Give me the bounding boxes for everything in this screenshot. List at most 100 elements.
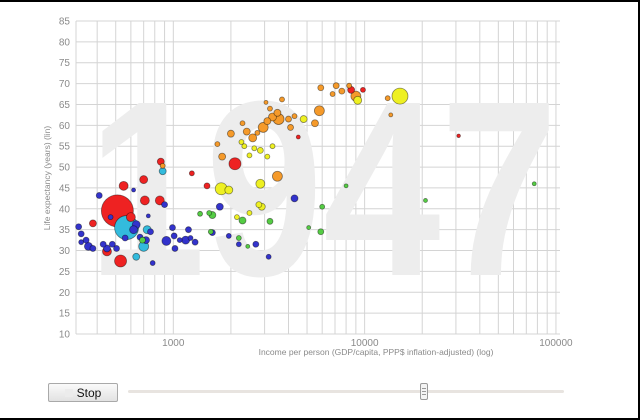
country-bubble[interactable] (384, 95, 391, 102)
country-bubble[interactable] (161, 201, 168, 209)
country-bubble[interactable] (346, 82, 353, 89)
country-bubble[interactable] (287, 124, 294, 131)
country-bubble[interactable] (89, 245, 97, 252)
country-bubble[interactable] (256, 146, 264, 154)
country-bubble[interactable] (295, 134, 301, 140)
country-bubble[interactable] (188, 170, 195, 177)
country-bubble[interactable] (332, 82, 340, 90)
country-bubble[interactable] (185, 226, 192, 234)
country-bubble[interactable] (103, 244, 111, 253)
country-bubble[interactable] (291, 113, 298, 120)
country-bubble[interactable] (176, 237, 183, 244)
country-bubble[interactable] (203, 182, 211, 190)
country-bubble[interactable] (255, 201, 263, 209)
country-bubble[interactable] (235, 235, 242, 241)
country-bubble[interactable] (161, 236, 172, 246)
country-bubble[interactable] (139, 236, 146, 244)
country-bubble[interactable] (214, 141, 221, 148)
country-bubble[interactable] (266, 217, 274, 225)
country-bubble[interactable] (338, 87, 346, 95)
country-bubble[interactable] (107, 214, 114, 221)
country-bubble[interactable] (329, 91, 336, 97)
stop-button[interactable]: Stop (48, 383, 118, 402)
country-bubble[interactable] (154, 195, 165, 206)
country-bubble[interactable] (113, 245, 120, 252)
country-bubble[interactable] (343, 183, 349, 189)
country-bubble[interactable] (82, 236, 90, 244)
country-bubble[interactable] (317, 84, 325, 92)
country-bubble[interactable] (239, 120, 246, 127)
country-bubble[interactable] (95, 192, 103, 199)
country-bubble[interactable] (267, 105, 273, 112)
country-bubble[interactable] (99, 240, 107, 248)
country-bubble[interactable] (456, 133, 461, 138)
country-bubble[interactable] (248, 133, 258, 143)
country-bubble[interactable] (299, 115, 308, 123)
country-bubble[interactable] (269, 143, 276, 150)
country-bubble[interactable] (132, 252, 141, 261)
country-bubble[interactable] (225, 233, 232, 239)
country-bubble[interactable] (241, 143, 248, 150)
country-bubble[interactable] (252, 240, 260, 248)
country-bubble[interactable] (218, 152, 227, 161)
country-bubble[interactable] (215, 202, 224, 211)
country-bubble[interactable] (263, 117, 272, 126)
country-bubble[interactable] (149, 260, 156, 266)
country-bubble[interactable] (77, 230, 85, 238)
country-bubble[interactable] (235, 241, 242, 248)
country-bubble[interactable] (257, 122, 269, 133)
country-bubble[interactable] (246, 152, 253, 159)
country-bubble[interactable] (78, 239, 85, 246)
country-bubble[interactable] (254, 129, 261, 136)
country-bubble[interactable] (263, 99, 269, 105)
country-bubble[interactable] (265, 253, 272, 260)
country-bubble[interactable] (245, 243, 251, 249)
country-bubble[interactable] (242, 127, 251, 136)
country-bubble[interactable] (197, 210, 203, 217)
country-bubble[interactable] (311, 119, 319, 128)
country-bubble[interactable] (131, 187, 136, 193)
country-bubble[interactable] (531, 181, 537, 187)
country-bubble[interactable] (251, 145, 258, 152)
country-bubble[interactable] (255, 178, 266, 189)
country-bubble[interactable] (129, 225, 138, 235)
country-bubble[interactable] (279, 96, 285, 103)
country-bubble[interactable] (169, 224, 176, 231)
country-bubble[interactable] (139, 195, 150, 206)
country-bubble[interactable] (264, 153, 271, 160)
year-slider-track[interactable] (128, 390, 564, 393)
country-bubble[interactable] (224, 185, 234, 195)
bubbles[interactable] (75, 82, 537, 268)
country-bubble[interactable] (353, 95, 363, 105)
country-bubble[interactable] (121, 234, 129, 242)
country-bubble[interactable] (89, 219, 97, 228)
country-bubble[interactable] (388, 112, 394, 118)
country-bubble[interactable] (191, 238, 199, 246)
country-bubble[interactable] (139, 175, 149, 184)
country-bubble[interactable] (290, 194, 299, 203)
country-bubble[interactable] (317, 228, 325, 236)
country-bubble[interactable] (306, 225, 312, 230)
country-bubble[interactable] (227, 129, 235, 138)
country-bubble[interactable] (273, 108, 282, 117)
country-bubble[interactable] (159, 162, 166, 169)
country-bubble[interactable] (313, 105, 325, 117)
year-slider-thumb[interactable] (420, 383, 429, 400)
country-bubble[interactable] (118, 180, 129, 191)
country-bubble[interactable] (360, 86, 366, 93)
country-bubble[interactable] (158, 167, 167, 176)
country-bubble[interactable] (170, 232, 178, 240)
country-bubble[interactable] (391, 87, 409, 105)
country-bubble[interactable] (272, 170, 283, 182)
country-bubble[interactable] (187, 235, 194, 241)
country-bubble[interactable] (319, 203, 326, 210)
country-bubble[interactable] (234, 214, 240, 221)
country-bubble[interactable] (147, 228, 154, 236)
country-bubble[interactable] (206, 210, 213, 216)
country-bubble[interactable] (238, 139, 245, 145)
country-bubble[interactable] (246, 210, 253, 216)
country-bubble[interactable] (108, 240, 116, 248)
country-bubble[interactable] (285, 115, 292, 123)
country-bubble[interactable] (125, 212, 136, 223)
country-bubble[interactable] (268, 112, 277, 122)
